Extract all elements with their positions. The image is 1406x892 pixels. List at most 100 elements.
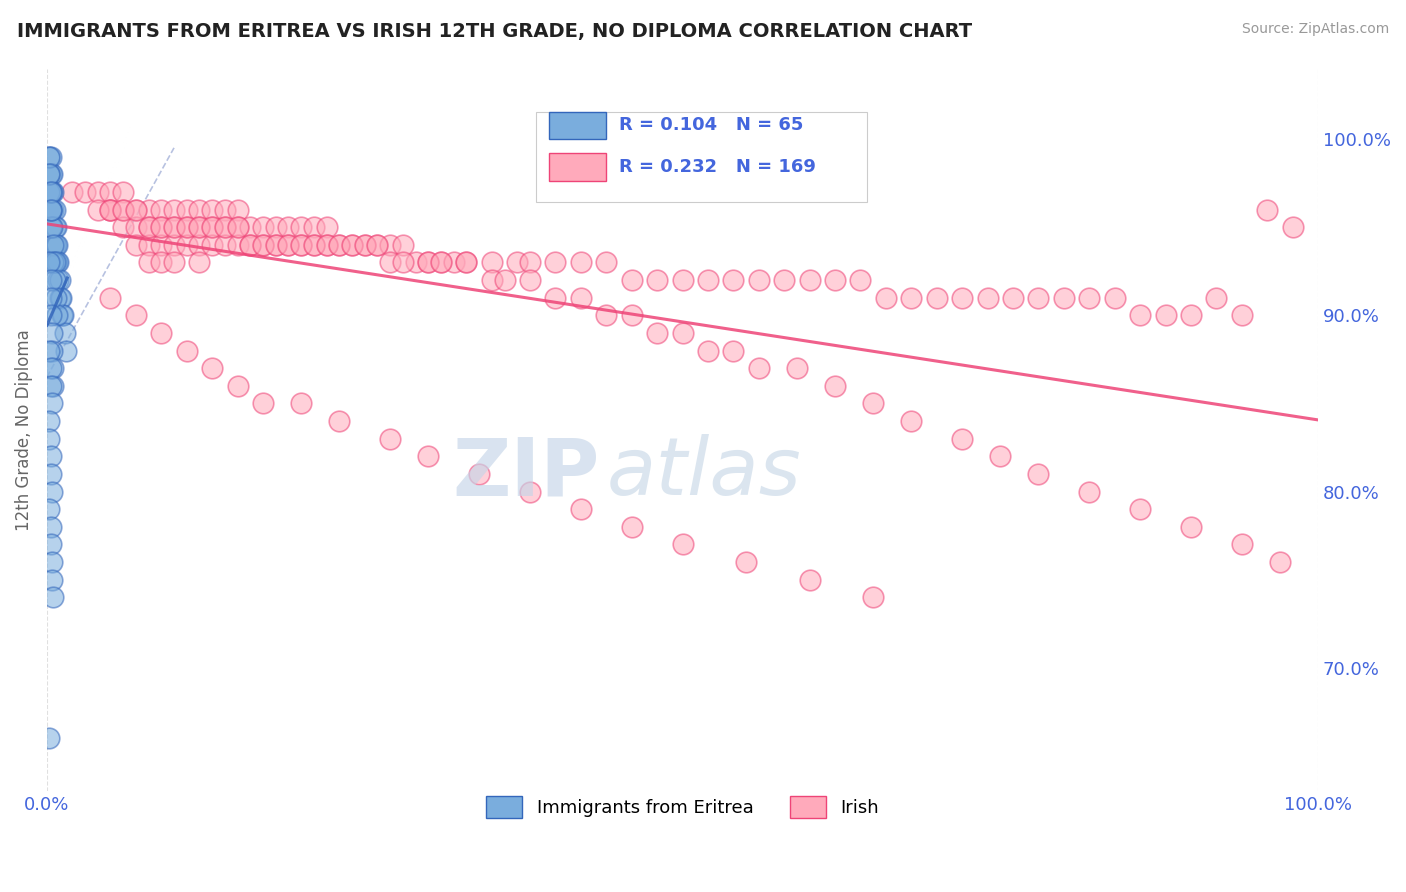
Point	[163, 220, 186, 235]
Point	[824, 273, 846, 287]
Point	[1180, 520, 1202, 534]
Point	[125, 220, 148, 235]
Point	[1281, 220, 1303, 235]
Point	[44, 237, 66, 252]
Point	[252, 237, 274, 252]
Point	[188, 237, 211, 252]
Point	[1104, 291, 1126, 305]
Point	[41, 573, 63, 587]
Point	[569, 255, 592, 269]
Point	[214, 220, 236, 235]
Point	[45, 291, 67, 305]
Point	[239, 220, 262, 235]
Point	[112, 202, 135, 217]
Y-axis label: 12th Grade, No Diploma: 12th Grade, No Diploma	[15, 329, 32, 531]
Point	[44, 255, 66, 269]
Point	[519, 255, 541, 269]
Point	[46, 255, 69, 269]
Point	[48, 291, 70, 305]
Point	[353, 237, 375, 252]
Text: R = 0.104   N = 65: R = 0.104 N = 65	[619, 116, 803, 134]
Point	[264, 220, 287, 235]
Point	[100, 185, 122, 199]
Point	[620, 520, 643, 534]
Point	[150, 255, 173, 269]
Point	[39, 450, 62, 464]
Point	[671, 326, 693, 340]
Point	[214, 220, 236, 235]
Point	[150, 326, 173, 340]
Text: IMMIGRANTS FROM ERITREA VS IRISH 12TH GRADE, NO DIPLOMA CORRELATION CHART: IMMIGRANTS FROM ERITREA VS IRISH 12TH GR…	[17, 22, 972, 41]
Point	[100, 291, 122, 305]
Point	[73, 185, 96, 199]
Point	[645, 273, 668, 287]
Point	[38, 150, 60, 164]
Text: R = 0.232   N = 169: R = 0.232 N = 169	[619, 158, 815, 176]
Point	[38, 731, 60, 746]
Point	[519, 484, 541, 499]
Point	[950, 432, 973, 446]
Point	[226, 202, 249, 217]
Point	[214, 237, 236, 252]
Point	[138, 255, 160, 269]
Point	[456, 255, 478, 269]
Point	[290, 396, 312, 410]
Point	[38, 343, 60, 358]
Point	[138, 220, 160, 235]
Point	[1028, 467, 1050, 481]
Point	[41, 185, 63, 199]
Point	[39, 202, 62, 217]
Point	[302, 237, 325, 252]
Point	[188, 255, 211, 269]
Point	[353, 237, 375, 252]
Point	[49, 291, 72, 305]
Point	[799, 273, 821, 287]
Point	[38, 255, 60, 269]
Point	[41, 555, 63, 569]
Point	[595, 255, 617, 269]
Point	[38, 167, 60, 181]
Point	[201, 220, 224, 235]
Point	[620, 309, 643, 323]
Point	[392, 255, 415, 269]
Point	[176, 220, 198, 235]
Point	[315, 237, 337, 252]
Point	[188, 220, 211, 235]
Point	[38, 414, 60, 428]
Point	[150, 237, 173, 252]
Bar	[548, 112, 606, 139]
Text: atlas: atlas	[606, 434, 801, 512]
Point	[112, 220, 135, 235]
Point	[176, 237, 198, 252]
Point	[569, 291, 592, 305]
Point	[125, 202, 148, 217]
FancyBboxPatch shape	[536, 112, 868, 202]
Point	[264, 237, 287, 252]
Point	[671, 273, 693, 287]
Point	[39, 379, 62, 393]
Point	[39, 361, 62, 376]
Point	[176, 220, 198, 235]
Point	[214, 202, 236, 217]
Point	[277, 237, 299, 252]
Point	[41, 167, 63, 181]
Point	[1154, 309, 1177, 323]
Point	[41, 396, 63, 410]
Point	[328, 414, 350, 428]
Point	[277, 220, 299, 235]
Point	[1002, 291, 1025, 305]
Point	[366, 237, 388, 252]
Point	[1053, 291, 1076, 305]
Point	[39, 202, 62, 217]
Point	[494, 273, 516, 287]
Point	[264, 237, 287, 252]
Point	[773, 273, 796, 287]
Point	[315, 220, 337, 235]
Point	[176, 202, 198, 217]
Point	[52, 309, 75, 323]
Point	[226, 220, 249, 235]
Point	[519, 273, 541, 287]
Point	[46, 237, 69, 252]
Point	[430, 255, 453, 269]
Point	[697, 273, 720, 287]
